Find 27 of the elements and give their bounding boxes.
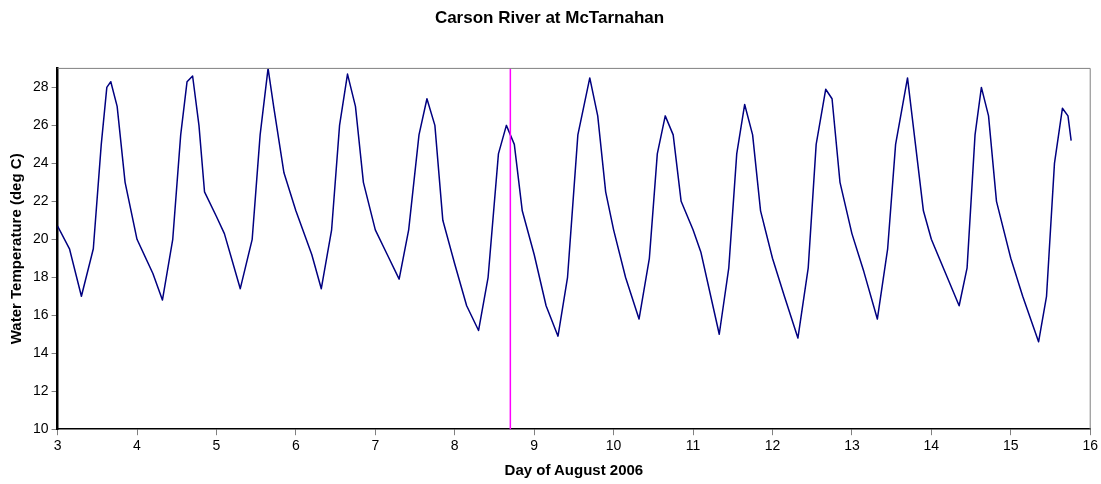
y-tick-label: 18	[32, 268, 49, 285]
y-axis-title: Water Temperature (deg C)	[7, 153, 25, 345]
x-tick-label: 9	[530, 437, 539, 454]
x-tick-label: 11	[685, 437, 701, 454]
y-tick-label: 14	[32, 344, 49, 361]
y-tick-label: 24	[32, 154, 49, 171]
x-tick-label: 13	[844, 437, 860, 454]
y-tick-label: 12	[32, 382, 49, 399]
x-tick-label: 12	[764, 437, 781, 454]
y-tick-label: 16	[32, 306, 49, 323]
x-tick-label: 3	[53, 437, 62, 454]
x-tick-label: 8	[450, 437, 459, 454]
y-tick-label: 26	[32, 116, 49, 133]
x-tick-label: 15	[1002, 437, 1019, 454]
x-tick-label: 5	[212, 437, 221, 454]
y-tick-label: 22	[32, 192, 49, 209]
x-tick-label: 10	[605, 437, 622, 454]
x-tick-label: 14	[923, 437, 940, 454]
y-tick-label: 10	[32, 420, 49, 437]
y-tick-label: 20	[32, 230, 49, 247]
x-axis-title: Day of August 2006	[504, 461, 644, 479]
y-tick-label: 28	[32, 78, 49, 95]
x-tick-label: 4	[133, 437, 142, 454]
chart-title: Carson River at McTarnahan	[434, 7, 665, 27]
x-tick-label: 7	[371, 437, 380, 454]
x-tick-label: 6	[291, 437, 300, 454]
x-tick-label: 16	[1082, 437, 1099, 454]
